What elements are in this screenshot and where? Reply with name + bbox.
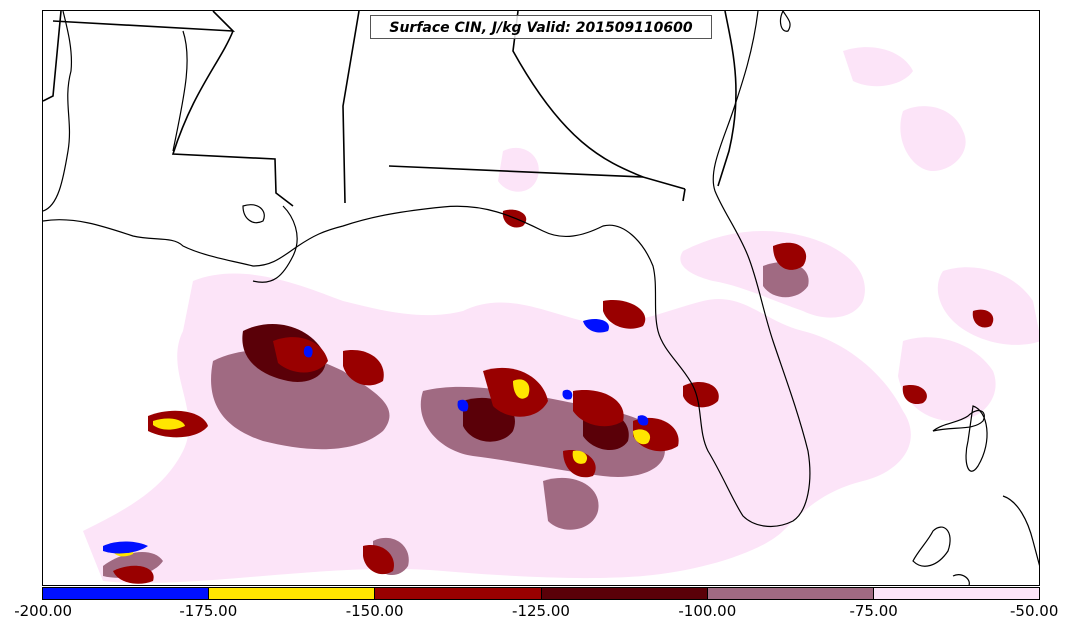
map-panel — [42, 10, 1040, 586]
colorbar-segment-3 — [540, 588, 707, 599]
colorbar-tick-label: -125.00 — [512, 602, 570, 620]
colorbar-tick-label: -50.00 — [1010, 602, 1059, 620]
colorbar-segment-1 — [208, 588, 375, 599]
state-borders — [43, 11, 737, 207]
coastline — [43, 11, 1039, 585]
colorbar — [42, 587, 1040, 600]
cin-field-blue — [103, 319, 649, 554]
colorbar-tick-label: -75.00 — [849, 602, 898, 620]
colorbar-tick-label: -150.00 — [345, 602, 404, 620]
colorbar-segment-2 — [374, 588, 541, 599]
colorbar-tick-label: -200.00 — [14, 602, 73, 620]
map-title: Surface CIN, J/kg Valid: 201509110600 — [370, 15, 712, 39]
colorbar-tick-label: -175.00 — [179, 602, 238, 620]
colorbar-segment-5 — [872, 588, 1040, 599]
colorbar-segment-4 — [706, 588, 873, 599]
colorbar-segment-0 — [43, 588, 209, 599]
cin-field-red — [113, 209, 994, 584]
map-canvas — [43, 11, 1039, 585]
colorbar-tick-label: -100.00 — [678, 602, 737, 620]
